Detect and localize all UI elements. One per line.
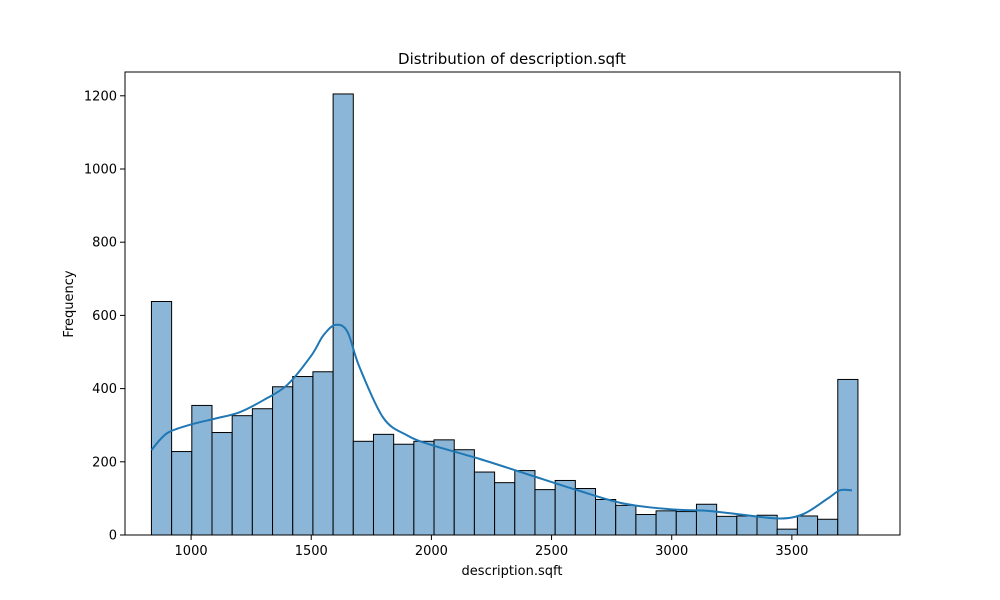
x-tick-label: 1000: [175, 544, 208, 559]
histogram-bars: [150, 93, 859, 536]
x-axis-ticks: 1000 1500 2000 2500 3000 3500: [175, 535, 808, 559]
histogram-bar: [352, 440, 374, 536]
histogram-bar: [595, 498, 617, 536]
y-tick-label: 400: [92, 382, 117, 397]
axes-frame: [124, 71, 901, 536]
histogram-bar: [453, 449, 475, 536]
y-tick-label: 0: [109, 529, 117, 544]
x-tick-label: 2500: [535, 544, 568, 559]
histogram-bar: [817, 518, 839, 536]
kde-curve: [150, 323, 852, 520]
histogram-bar: [433, 439, 455, 536]
histogram-bar: [231, 415, 253, 536]
x-tick-label: 2000: [415, 544, 448, 559]
y-tick-label: 1000: [84, 162, 117, 177]
histogram-bar: [171, 451, 193, 536]
histogram-bar: [413, 440, 435, 536]
histogram-bar: [615, 504, 637, 536]
y-tick-label: 800: [92, 236, 117, 251]
y-tick-label: 200: [92, 455, 117, 470]
histogram-bar: [312, 371, 334, 536]
histogram-bar: [837, 378, 859, 536]
histogram-bar: [716, 515, 738, 536]
y-axis-label: Frequency: [62, 270, 77, 337]
histogram-bar: [796, 515, 819, 536]
histogram-bar: [473, 471, 496, 536]
x-tick-label: 1500: [295, 544, 328, 559]
histogram-bar: [534, 489, 556, 536]
x-tick-label: 3000: [655, 544, 688, 559]
histogram-bar: [191, 404, 213, 536]
chart-title: Distribution of description.sqft: [398, 50, 626, 68]
histogram-bar: [372, 433, 395, 536]
histogram-bar: [776, 528, 798, 536]
histogram-bar: [393, 443, 415, 536]
histogram-bar: [272, 386, 294, 536]
histogram-bar: [332, 93, 354, 536]
histogram-bar: [292, 376, 314, 536]
y-axis-ticks: 0 200 400 600 800 1000 1200: [84, 89, 125, 544]
histogram-bar: [695, 503, 718, 536]
x-axis-label: description.sqft: [462, 564, 563, 579]
histogram-bar: [655, 510, 677, 536]
x-tick-label: 3500: [775, 544, 808, 559]
histogram-bar: [514, 470, 536, 536]
histogram-bar: [494, 482, 516, 536]
histogram-bar: [211, 432, 233, 536]
histogram-bar: [736, 515, 758, 536]
histogram-bar: [675, 511, 697, 536]
histogram-bar: [150, 300, 173, 536]
y-tick-label: 600: [92, 309, 117, 324]
histogram-bar: [251, 408, 274, 536]
y-tick-label: 1200: [84, 89, 117, 104]
histogram-bar: [635, 514, 657, 536]
